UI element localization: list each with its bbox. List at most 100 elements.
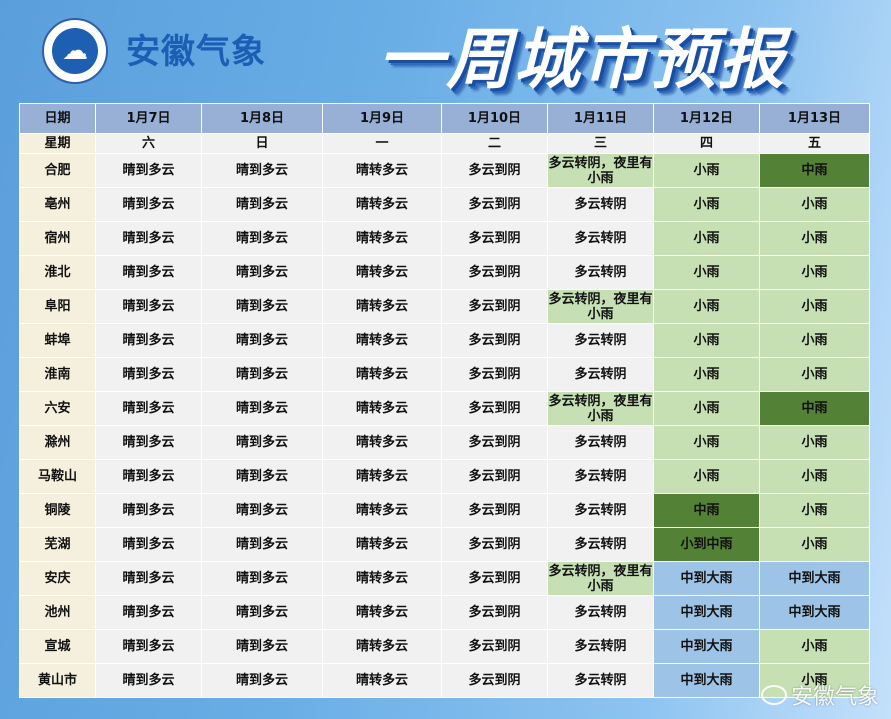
forecast-table: 日期 1月7日 1月8日 1月9日 1月10日 1月11日 1月12日 1月13… xyxy=(19,103,870,698)
city-name: 淮南 xyxy=(19,357,96,392)
weibo-watermark: 安徽气象 xyxy=(760,679,879,711)
forecast-cell: 晴转多云 xyxy=(322,561,442,596)
forecast-cell: 晴到多云 xyxy=(95,493,202,528)
page-title: 一周城市预报 xyxy=(378,20,786,98)
date-label: 日期 xyxy=(19,103,96,134)
forecast-cell: 晴到多云 xyxy=(201,255,323,290)
forecast-cell: 多云转阴，夜里有小雨 xyxy=(547,561,654,596)
table-row: 安庆 晴到多云 晴到多云 晴转多云 多云到阴 多云转阴，夜里有小雨 中到大雨 中到大雨 xyxy=(19,561,870,596)
weibo-icon xyxy=(760,685,787,705)
city-name: 六安 xyxy=(19,391,96,426)
forecast-cell: 晴转多云 xyxy=(322,187,442,222)
city-name: 合肥 xyxy=(19,153,96,188)
weekday-cell: 三 xyxy=(547,133,654,154)
forecast-cell: 多云转阴 xyxy=(547,663,654,698)
forecast-cell: 晴转多云 xyxy=(322,663,442,698)
forecast-cell: 多云到阴 xyxy=(441,459,548,494)
forecast-cell: 多云到阴 xyxy=(441,663,548,698)
meteorological-bureau-logo: ☁ xyxy=(42,18,108,84)
forecast-cell: 小雨 xyxy=(759,221,870,256)
forecast-cell: 多云转阴 xyxy=(547,323,654,358)
date-header: 1月7日 xyxy=(95,103,202,134)
forecast-cell: 小雨 xyxy=(759,629,870,664)
weekday-cell: 日 xyxy=(201,133,323,154)
forecast-cell: 多云转阴，夜里有小雨 xyxy=(547,391,654,426)
forecast-cell: 小雨 xyxy=(759,187,870,222)
forecast-cell: 小雨 xyxy=(653,289,760,324)
city-name: 铜陵 xyxy=(19,493,96,528)
watermark-text: 安徽气象 xyxy=(790,685,879,710)
forecast-cell: 中到大雨 xyxy=(653,561,760,596)
forecast-cell: 晴转多云 xyxy=(322,289,442,324)
forecast-cell: 晴到多云 xyxy=(95,561,202,596)
forecast-cell: 晴到多云 xyxy=(201,663,323,698)
forecast-cell: 多云到阴 xyxy=(441,187,548,222)
forecast-cell: 晴到多云 xyxy=(95,153,202,188)
forecast-cell: 晴转多云 xyxy=(322,391,442,426)
forecast-cell: 多云到阴 xyxy=(441,255,548,290)
weekday-cell: 四 xyxy=(653,133,760,154)
forecast-cell: 中雨 xyxy=(759,391,870,426)
table-row: 阜阳 晴到多云 晴到多云 晴转多云 多云到阴 多云转阴，夜里有小雨 小雨 小雨 xyxy=(19,289,870,324)
forecast-cell: 晴到多云 xyxy=(95,391,202,426)
table-row: 合肥 晴到多云 晴到多云 晴转多云 多云到阴 多云转阴，夜里有小雨 小雨 中雨 xyxy=(19,153,870,188)
forecast-cell: 多云转阴 xyxy=(547,187,654,222)
date-header: 1月12日 xyxy=(653,103,760,134)
forecast-cell: 小雨 xyxy=(759,255,870,290)
forecast-cell: 晴到多云 xyxy=(95,255,202,290)
city-name: 亳州 xyxy=(19,187,96,222)
table-row: 淮南 晴到多云 晴到多云 晴转多云 多云到阴 多云转阴 小雨 小雨 xyxy=(19,357,870,392)
forecast-cell: 多云转阴 xyxy=(547,357,654,392)
forecast-cell: 多云到阴 xyxy=(441,527,548,562)
forecast-cell: 晴到多云 xyxy=(95,289,202,324)
forecast-cell: 晴到多云 xyxy=(95,221,202,256)
forecast-cell: 晴到多云 xyxy=(95,323,202,358)
forecast-cell: 多云转阴 xyxy=(547,595,654,630)
forecast-cell: 晴到多云 xyxy=(201,391,323,426)
forecast-cell: 多云转阴 xyxy=(547,221,654,256)
forecast-cell: 小雨 xyxy=(653,425,760,460)
forecast-cell: 晴到多云 xyxy=(201,289,323,324)
forecast-cell: 晴到多云 xyxy=(95,459,202,494)
table-row: 宣城 晴到多云 晴到多云 晴转多云 多云到阴 多云转阴 中到大雨 小雨 xyxy=(19,629,870,664)
week-label: 星期 xyxy=(19,133,96,154)
forecast-cell: 晴转多云 xyxy=(322,595,442,630)
forecast-cell: 多云到阴 xyxy=(441,357,548,392)
table-row: 池州 晴到多云 晴到多云 晴转多云 多云到阴 多云转阴 中到大雨 中到大雨 xyxy=(19,595,870,630)
city-name: 宣城 xyxy=(19,629,96,664)
forecast-cell: 晴到多云 xyxy=(201,323,323,358)
forecast-cell: 晴转多云 xyxy=(322,459,442,494)
forecast-cell: 晴转多云 xyxy=(322,425,442,460)
table-row: 淮北 晴到多云 晴到多云 晴转多云 多云到阴 多云转阴 小雨 小雨 xyxy=(19,255,870,290)
forecast-cell: 晴转多云 xyxy=(322,357,442,392)
forecast-cell: 多云转阴，夜里有小雨 xyxy=(547,153,654,188)
forecast-cell: 中到大雨 xyxy=(653,663,760,698)
forecast-cell: 小雨 xyxy=(653,323,760,358)
table-row: 黄山市 晴到多云 晴到多云 晴转多云 多云到阴 多云转阴 中到大雨 小雨 xyxy=(19,663,870,698)
forecast-cell: 多云到阴 xyxy=(441,289,548,324)
weekday-cell: 一 xyxy=(322,133,442,154)
forecast-cell: 晴到多云 xyxy=(95,425,202,460)
forecast-cell: 小雨 xyxy=(653,255,760,290)
forecast-cell: 晴到多云 xyxy=(95,595,202,630)
table-row: 宿州 晴到多云 晴到多云 晴转多云 多云到阴 多云转阴 小雨 小雨 xyxy=(19,221,870,256)
forecast-cell: 小到中雨 xyxy=(653,527,760,562)
city-name: 阜阳 xyxy=(19,289,96,324)
city-name: 黄山市 xyxy=(19,663,96,698)
forecast-cell: 小雨 xyxy=(653,391,760,426)
forecast-cell: 多云转阴 xyxy=(547,425,654,460)
forecast-cell: 多云转阴 xyxy=(547,255,654,290)
city-name: 马鞍山 xyxy=(19,459,96,494)
date-header: 1月13日 xyxy=(759,103,870,134)
forecast-cell: 小雨 xyxy=(759,493,870,528)
date-header: 1月11日 xyxy=(547,103,654,134)
city-name: 安庆 xyxy=(19,561,96,596)
forecast-cell: 晴转多云 xyxy=(322,323,442,358)
forecast-cell: 晴到多云 xyxy=(201,187,323,222)
forecast-cell: 晴到多云 xyxy=(95,187,202,222)
city-name: 池州 xyxy=(19,595,96,630)
forecast-cell: 晴到多云 xyxy=(201,425,323,460)
weekday-cell: 五 xyxy=(759,133,870,154)
forecast-cell: 多云到阴 xyxy=(441,323,548,358)
table-row: 六安 晴到多云 晴到多云 晴转多云 多云到阴 多云转阴，夜里有小雨 小雨 中雨 xyxy=(19,391,870,426)
